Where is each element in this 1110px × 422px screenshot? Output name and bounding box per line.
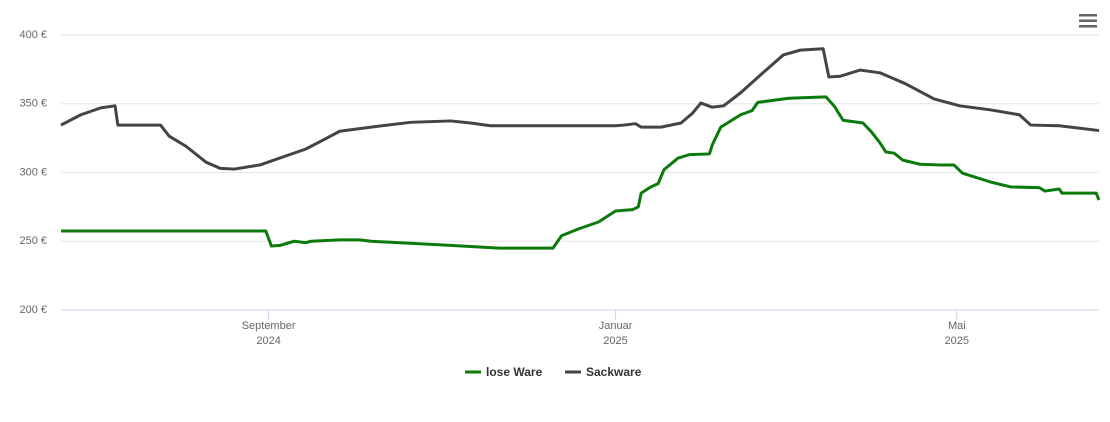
y-tick-label: 400 € (19, 29, 47, 41)
line (60, 47, 1100, 171)
y-tick-label: 300 € (19, 166, 47, 178)
x-tick-label: September (242, 320, 296, 332)
legend-label: lose Ware (486, 365, 543, 379)
menu-bar (1079, 14, 1097, 17)
x-tick-label: 2025 (945, 335, 969, 347)
menu-bar (1079, 25, 1097, 28)
legend-item: lose Ware (465, 365, 543, 379)
x-tick-label: Mai (948, 320, 966, 332)
y-tick-label: 250 € (19, 235, 47, 247)
menu-button[interactable] (1079, 14, 1097, 28)
legend-label: Sackware (586, 365, 642, 379)
x-tick-label: 2024 (256, 335, 280, 347)
x-tick-label: 2025 (603, 335, 627, 347)
legend-item: Sackware (565, 365, 642, 379)
y-tick-label: 200 € (19, 304, 47, 316)
menu-bar (1079, 19, 1097, 22)
y-tick-label: 350 € (19, 98, 47, 110)
line (61, 95, 1101, 250)
x-tick-label: Januar (599, 320, 633, 332)
